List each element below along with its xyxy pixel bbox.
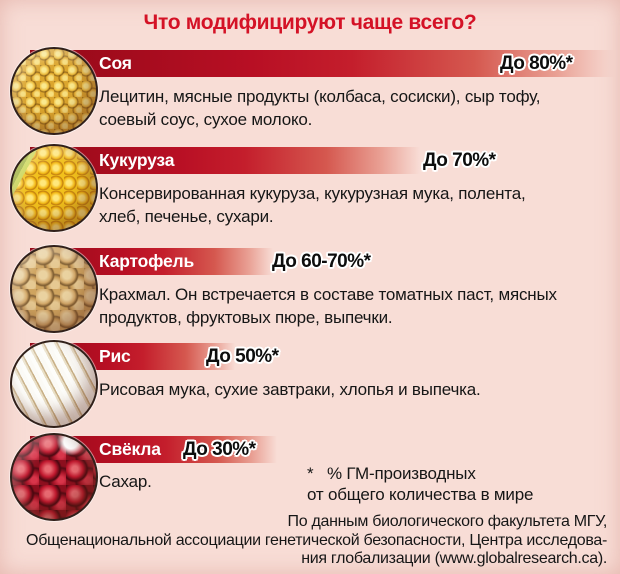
food-name-rice: Рис (99, 346, 131, 366)
food-description-beet: Сахар. (99, 472, 152, 491)
food-description-soy: Лецитин, мясные продукты (колбаса, сосис… (99, 87, 541, 129)
food-name-beet: Свёкла (99, 439, 161, 459)
percentage-bar-soy: Соя (30, 50, 615, 77)
food-name-potato: Картофель (99, 251, 195, 271)
percentage-bar-corn: Кукуруза (30, 147, 420, 174)
soybeans-icon (10, 47, 98, 135)
food-description-potato: Крахмал. Он встречается в составе томатн… (99, 285, 557, 327)
food-description-rice: Рисовая мука, сухие завтраки, хлопья и в… (99, 380, 481, 399)
food-description-corn: Консервированная кукуруза, кукурузная му… (99, 184, 526, 226)
corn-icon (10, 144, 98, 232)
food-name-corn: Кукуруза (99, 150, 175, 170)
percentage-label-potato: До 60-70%* (272, 251, 371, 272)
percentage-label-soy: До 80%* (500, 53, 573, 74)
data-source-credit: По данным биологического факультета МГУ,… (26, 513, 607, 567)
asterisk-footnote: * % ГМ-производных от общего количества … (307, 464, 534, 504)
percentage-label-beet: До 30%* (183, 439, 256, 460)
percentage-label-rice: До 50%* (206, 346, 279, 367)
rice-icon (10, 340, 98, 428)
page-title: Что модифицируют чаще всего? (143, 11, 477, 34)
food-name-soy: Соя (99, 53, 132, 73)
beet-icon (10, 433, 98, 521)
percentage-label-corn: До 70%* (423, 150, 496, 171)
potato-icon (10, 245, 98, 333)
